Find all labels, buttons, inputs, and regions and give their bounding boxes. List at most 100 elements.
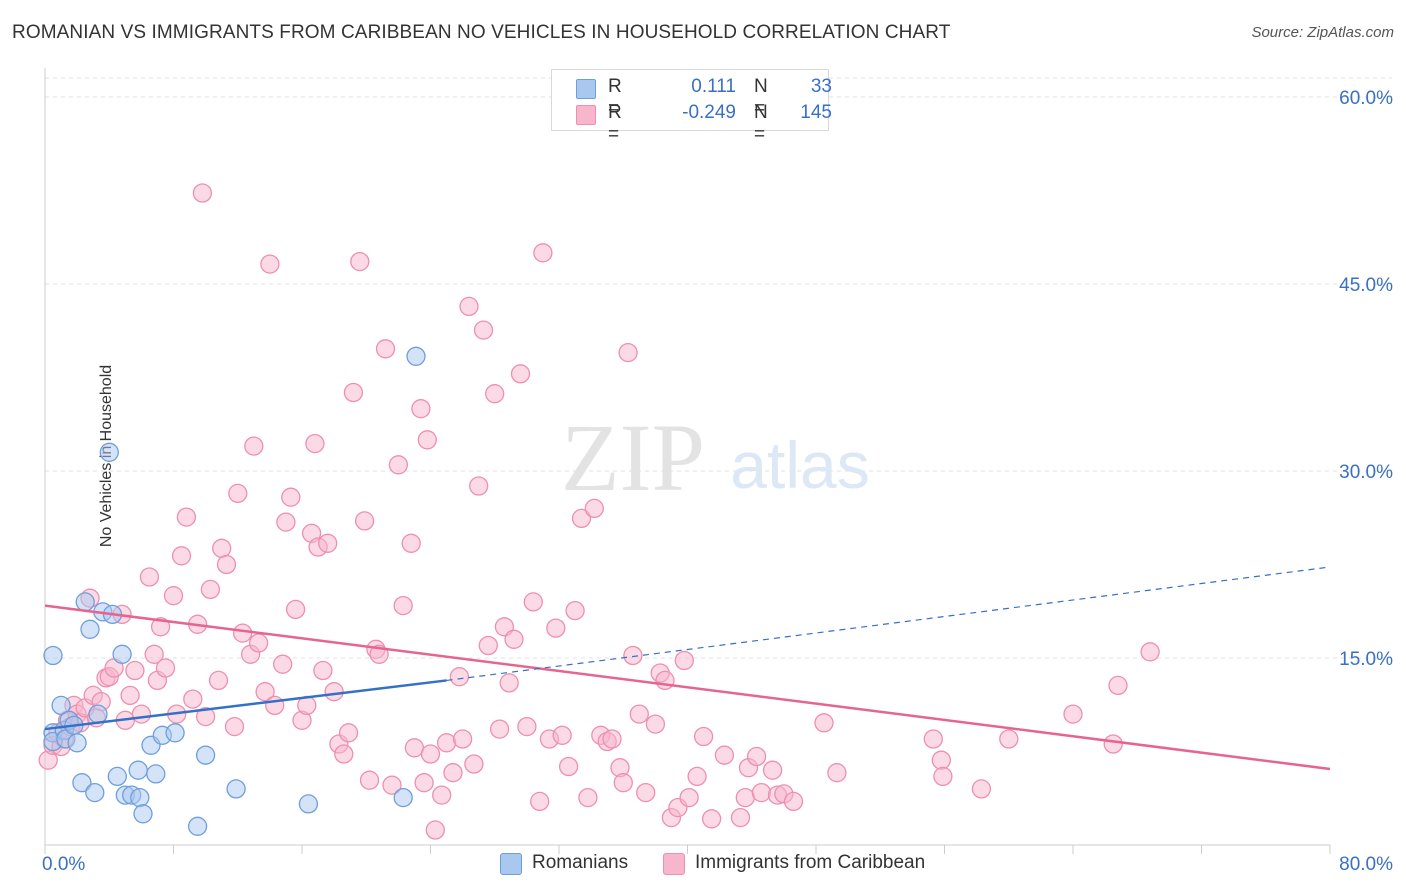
caribbean-point	[343, 382, 364, 403]
caribbean-point	[565, 600, 585, 621]
caribbean-point	[414, 773, 434, 793]
caribbean-point	[1108, 675, 1128, 696]
romanian-point	[146, 764, 166, 784]
caribbean-point	[144, 644, 164, 664]
legend-r-label: R =	[608, 102, 622, 145]
caribbean-point	[602, 729, 622, 749]
caribbean-point	[499, 673, 519, 693]
romanian-trend-extrapolation	[446, 566, 1331, 682]
caribbean-point	[1103, 734, 1123, 754]
caribbean-point	[305, 433, 325, 454]
caribbean-point	[155, 658, 176, 678]
caribbean-point	[200, 579, 221, 600]
watermark-atlas: atlas	[730, 428, 869, 502]
y-tick-label: 30.0%	[1339, 462, 1393, 483]
chart-title: ROMANIAN VS IMMIGRANTS FROM CARIBBEAN NO…	[12, 22, 951, 43]
romanian-point	[195, 745, 216, 765]
caribbean-point	[730, 807, 751, 828]
watermark-zip: ZIP	[561, 404, 705, 511]
caribbean-point	[693, 726, 714, 747]
caribbean-point	[459, 296, 479, 317]
caribbean-point	[923, 729, 943, 749]
caribbean-point	[558, 756, 579, 777]
caribbean-point	[224, 716, 245, 737]
romanian-point	[67, 733, 87, 753]
caribbean-point	[931, 750, 951, 770]
romanian-point	[133, 804, 153, 824]
grid-lines	[45, 77, 1392, 659]
legend-label: Romanians	[532, 852, 629, 873]
romanian-point	[51, 695, 71, 716]
caribbean-point	[645, 714, 666, 734]
y-tick-label: 45.0%	[1339, 275, 1393, 296]
caribbean-point	[629, 704, 649, 724]
romanian-point	[99, 442, 119, 462]
caribbean-point	[176, 507, 197, 527]
caribbean-point	[714, 745, 735, 765]
caribbean-point	[517, 716, 537, 737]
caribbean-point	[533, 243, 553, 263]
legend-swatch-pink	[663, 853, 685, 875]
caribbean-point	[208, 670, 229, 691]
caribbean-point	[228, 483, 248, 504]
romanian-point	[226, 779, 246, 799]
caribbean-point	[318, 533, 338, 553]
caribbean-point	[449, 667, 470, 687]
romanian-point	[72, 773, 92, 793]
caribbean-point	[827, 763, 847, 783]
caribbean-point	[618, 342, 638, 363]
caribbean-point	[324, 682, 344, 702]
caribbean-point	[546, 618, 566, 638]
caribbean-points	[38, 183, 1160, 840]
caribbean-point	[999, 729, 1019, 749]
romanian-point	[112, 644, 132, 664]
caribbean-point	[354, 511, 375, 531]
caribbean-point	[971, 779, 992, 799]
caribbean-point	[255, 682, 275, 702]
legend-r-value: 0.111	[691, 76, 736, 97]
x-tick-label: 80.0%	[1339, 854, 1393, 875]
y-tick-label: 15.0%	[1339, 649, 1393, 670]
romanian-point	[85, 782, 105, 803]
caribbean-point	[473, 320, 494, 340]
romanian-trend-line	[44, 679, 447, 731]
legend-swatch-blue	[576, 79, 596, 99]
trend-lines	[44, 566, 1331, 771]
caribbean-point	[232, 623, 253, 643]
caribbean-point	[655, 670, 675, 691]
source-credit: Source: ZipAtlas.com	[1251, 24, 1394, 41]
legend-swatch-pink	[576, 105, 596, 125]
caribbean-point	[552, 725, 572, 745]
axes	[44, 68, 1331, 854]
caribbean-point	[248, 633, 269, 653]
caribbean-point	[150, 617, 171, 637]
legend-r-label: R =	[608, 76, 622, 119]
caribbean-trend-line	[44, 604, 1331, 771]
caribbean-point	[276, 512, 296, 532]
caribbean-point	[814, 713, 834, 733]
x-tick-label: 0.0%	[42, 854, 85, 875]
legend-n-label: N =	[754, 102, 768, 145]
caribbean-point	[464, 754, 484, 774]
caribbean-point	[273, 654, 293, 674]
romanian-point	[128, 760, 148, 780]
caribbean-point	[584, 498, 604, 519]
caribbean-point	[125, 660, 145, 681]
caribbean-point	[436, 733, 457, 753]
caribbean-point	[401, 533, 421, 553]
caribbean-point	[623, 645, 643, 666]
y-tick-label: 60.0%	[1339, 88, 1393, 109]
romanian-point	[187, 816, 208, 836]
caribbean-point	[746, 746, 767, 767]
caribbean-point	[687, 766, 707, 787]
legend-n-label: N =	[754, 76, 768, 119]
caribbean-point	[171, 546, 192, 566]
legend-swatch-blue	[500, 853, 522, 875]
caribbean-point	[382, 775, 402, 795]
caribbean-point	[1140, 642, 1160, 662]
caribbean-point	[244, 436, 264, 456]
caribbean-point	[375, 339, 396, 359]
caribbean-point	[359, 770, 380, 790]
romanian-point	[298, 794, 319, 814]
